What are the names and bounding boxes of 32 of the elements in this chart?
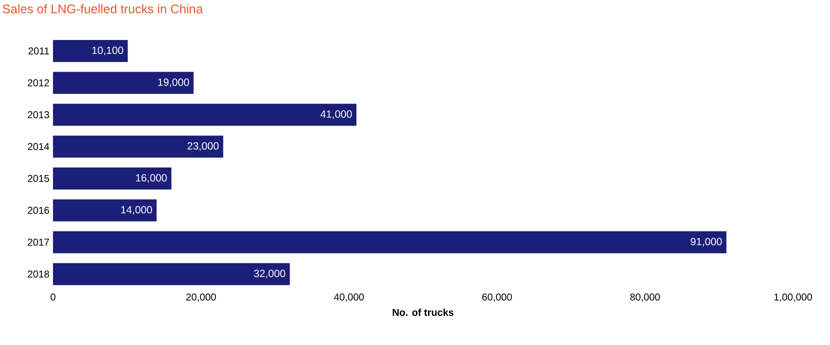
data-label: 16,000 (136, 174, 167, 183)
data-label: 23,000 (188, 142, 219, 151)
data-label: 32,000 (254, 270, 286, 278)
data-label: 19,000 (158, 78, 190, 88)
x-axis-title: No. of trucks (392, 308, 454, 316)
x-tick-label: 20,000 (186, 294, 216, 302)
y-tick-label: 2012 (28, 79, 49, 86)
bar (53, 199, 157, 222)
y-tick-label: 2013 (28, 111, 50, 118)
data-label: 10,100 (92, 46, 124, 56)
data-label: 41,000 (320, 110, 352, 120)
x-tick-label: 1,00,000 (774, 294, 812, 302)
x-tick-label: 80,000 (630, 294, 660, 302)
bar (53, 136, 224, 158)
y-tick-label: 2017 (28, 238, 49, 246)
data-label: 14,000 (121, 206, 152, 215)
x-tick-label: 40,000 (334, 294, 364, 302)
chart-title: Sales of LNG-fuelled trucks in China (2, 4, 203, 14)
bar (53, 231, 726, 254)
y-tick-label: 2016 (28, 206, 50, 214)
bar (53, 167, 172, 190)
x-tick-label: 0 (50, 294, 56, 301)
bar (53, 263, 290, 286)
y-tick-label: 2018 (28, 270, 50, 278)
bar (53, 104, 356, 126)
x-tick-label: 60,000 (482, 294, 512, 302)
data-label: 91,000 (690, 238, 722, 247)
y-tick-label: 2015 (28, 174, 50, 182)
y-tick-label: 2011 (28, 47, 50, 54)
y-tick-label: 2014 (28, 143, 50, 150)
bar (53, 40, 128, 62)
bar (53, 72, 194, 94)
